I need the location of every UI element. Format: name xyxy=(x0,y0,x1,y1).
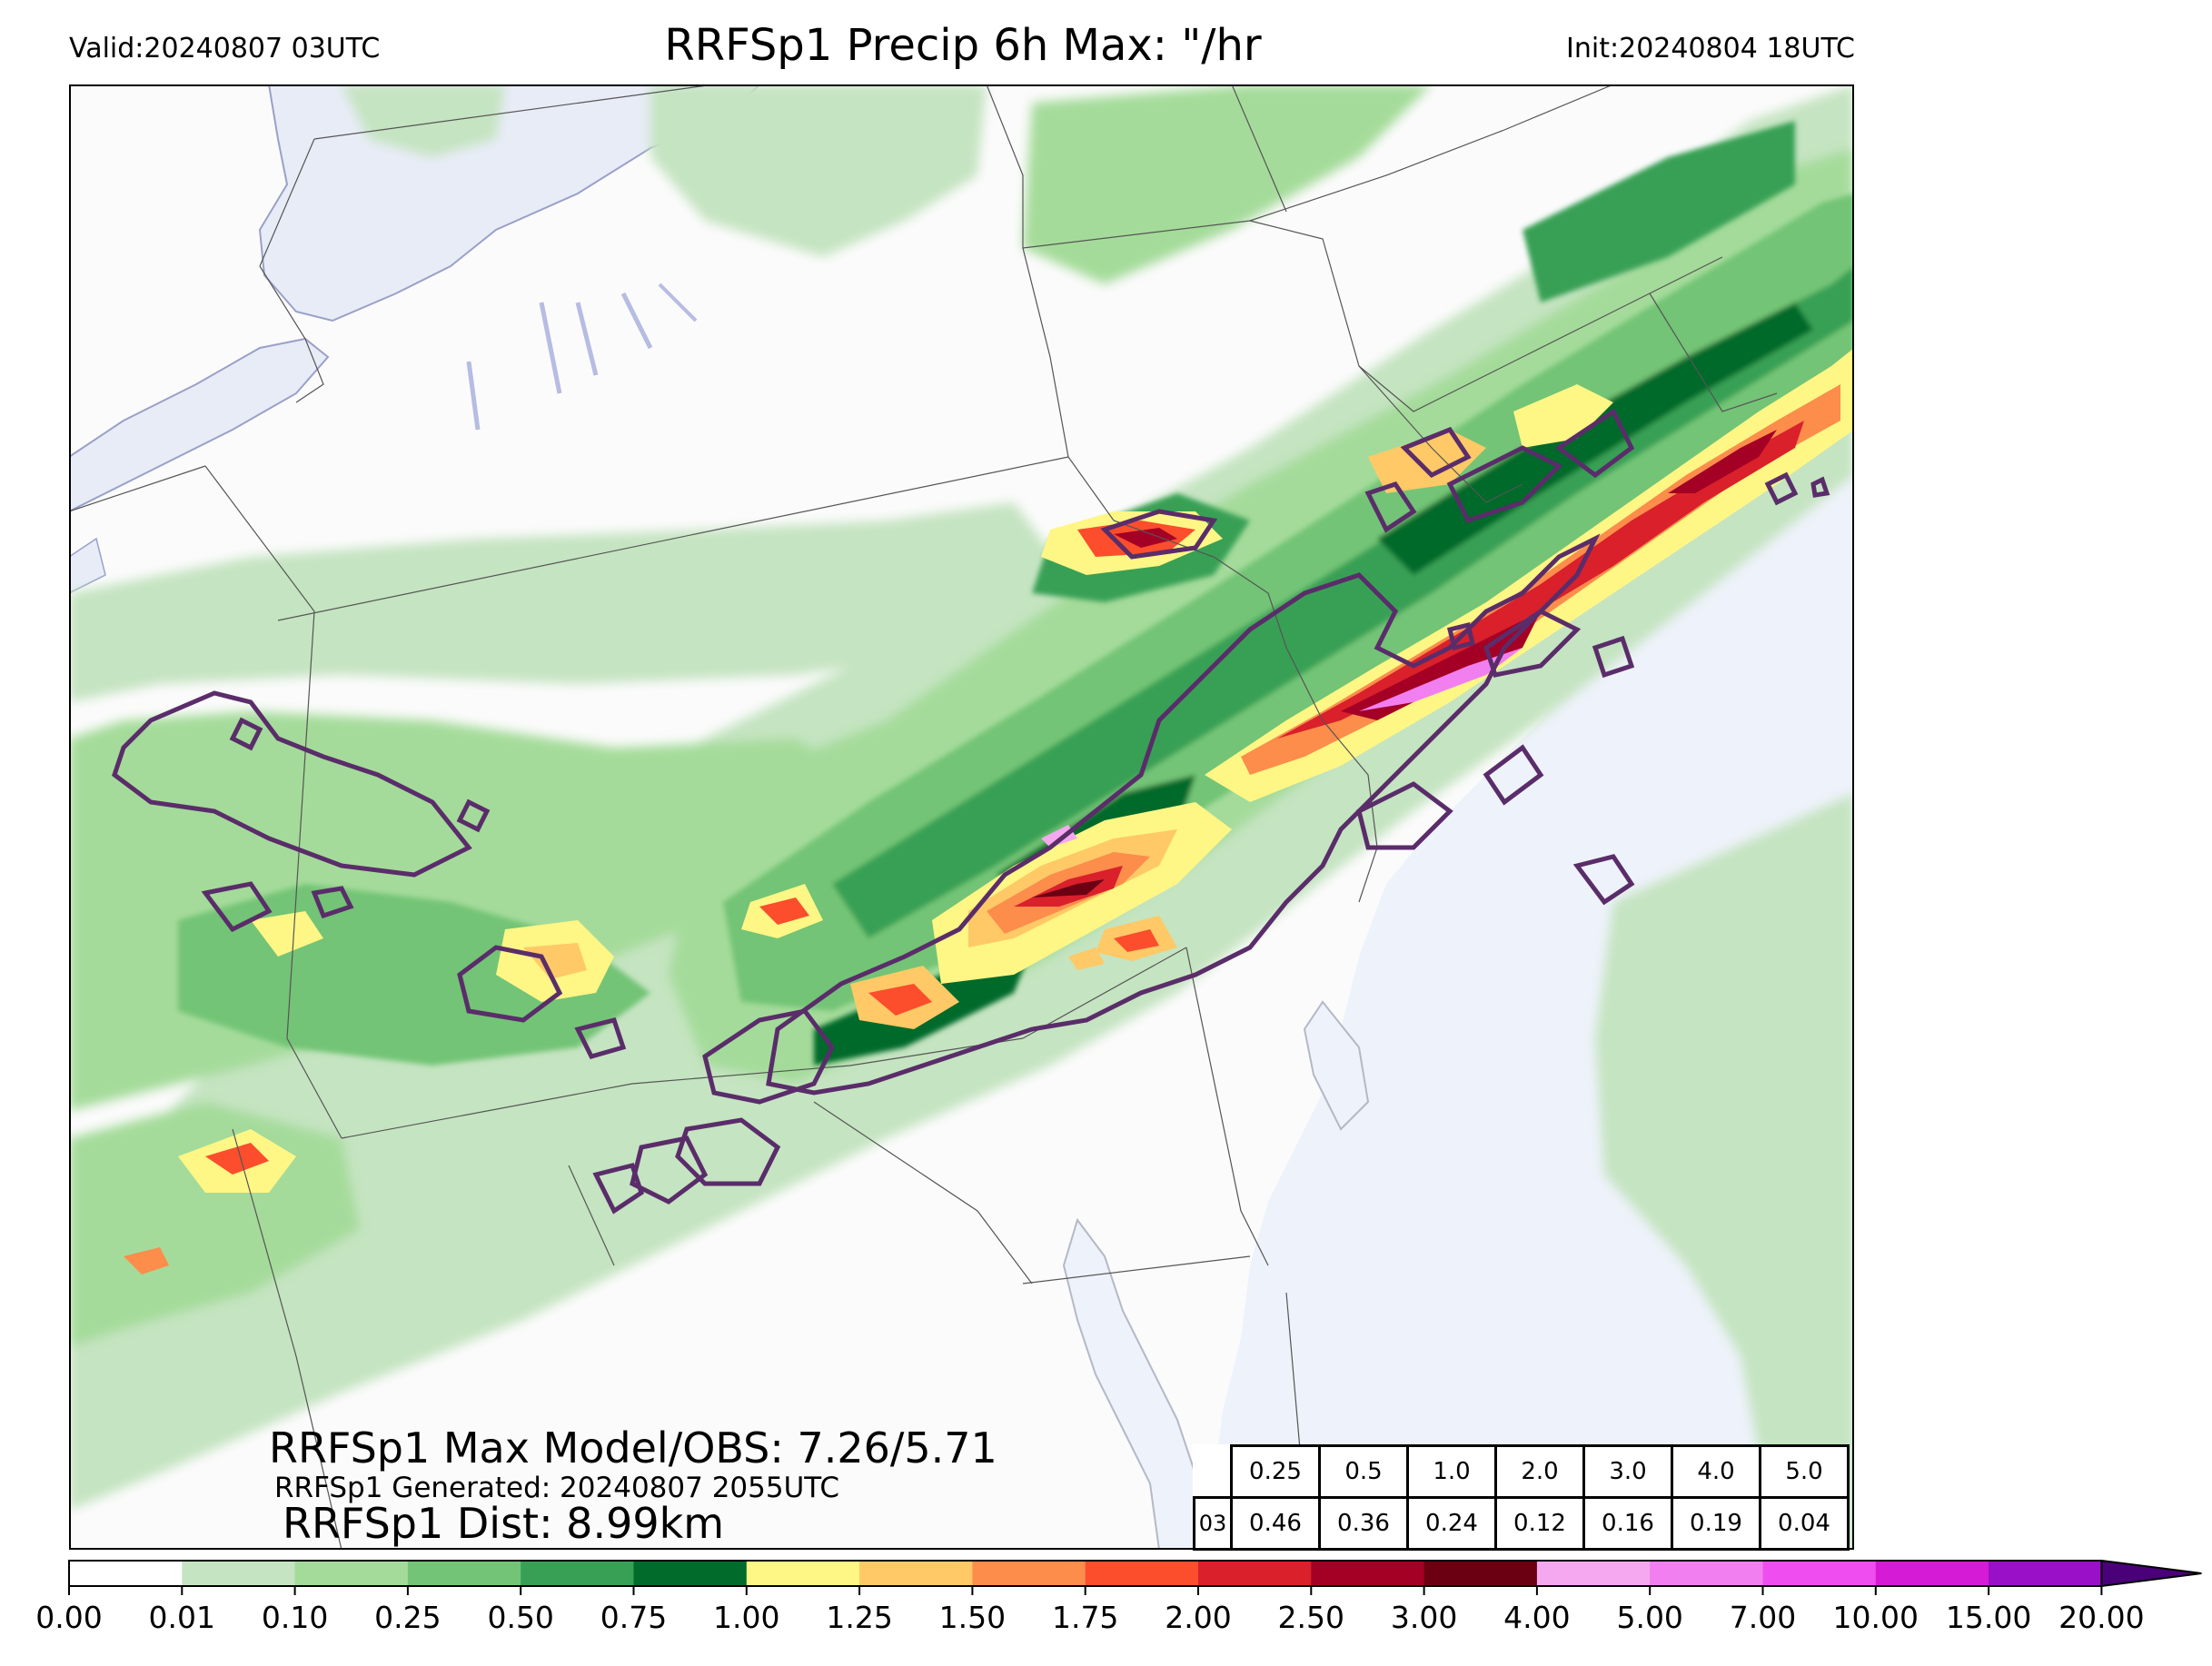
colorbar-swatch xyxy=(972,1561,1086,1586)
colorbar-tick-label: 1.00 xyxy=(713,1600,779,1635)
precip-colorbar: 0.00 0.01 0.10 0.25 0.50 0.75 1.00 1.25 1.50 1.75… xyxy=(35,1559,2202,1635)
colorbar-swatch xyxy=(1650,1561,1764,1586)
score-cell: 0.36 xyxy=(1318,1496,1409,1551)
precip-cores xyxy=(124,348,1854,1274)
score-cell: 0.19 xyxy=(1671,1496,1761,1551)
colorbar-tick-label: 2.50 xyxy=(1278,1600,1344,1635)
valid-time-label: Valid:20240807 03UTC xyxy=(69,33,381,64)
score-cell: 0.24 xyxy=(1406,1496,1497,1551)
colorbar-tick-label: 0.00 xyxy=(35,1600,102,1635)
colorbar-swatch xyxy=(1989,1561,2102,1586)
init-time-label: Init:20240804 18UTC xyxy=(1566,33,1855,64)
colorbar-swatch xyxy=(521,1561,635,1586)
threshold-cell: 4.0 xyxy=(1671,1444,1761,1499)
colorbar-swatch xyxy=(294,1561,409,1586)
colorbar-swatch xyxy=(859,1561,973,1586)
colorbar-tick-label: 20.00 xyxy=(2058,1600,2144,1635)
colorbar-swatch xyxy=(1085,1561,1199,1586)
lake-west xyxy=(69,537,106,594)
chart-title: RRFSp1 Precip 6h Max: "/hr xyxy=(664,20,1262,71)
obs-contours xyxy=(112,408,1830,1215)
colorbar-tick-label: 0.25 xyxy=(374,1600,441,1635)
lake-erie xyxy=(69,337,330,513)
colorbar-swatch xyxy=(182,1561,296,1586)
threshold-score-table: 0.25 0.5 1.0 2.0 3.0 4.0 5.0 03 0.46 0.3… xyxy=(1193,1444,1850,1551)
colorbar-tick-label: 0.10 xyxy=(262,1600,328,1635)
precip-map xyxy=(69,84,1854,1550)
score-row-label: 03 xyxy=(1193,1496,1233,1551)
colorbar-swatch xyxy=(633,1561,748,1586)
colorbar-tick-label: 10.00 xyxy=(1833,1600,1919,1635)
ocean xyxy=(1205,466,1854,1550)
threshold-cell: 3.0 xyxy=(1582,1444,1673,1499)
distance-label: RRFSp1 Dist: 8.99km xyxy=(283,1499,725,1548)
colorbar-swatch xyxy=(1311,1561,1425,1586)
colorbar-tick-label: 15.00 xyxy=(1946,1600,2031,1635)
colorbar-tick-label: 4.00 xyxy=(1503,1600,1570,1635)
threshold-row: 0.25 0.5 1.0 2.0 3.0 4.0 5.0 xyxy=(1195,1444,1850,1499)
colorbar-tick-label: 2.00 xyxy=(1165,1600,1231,1635)
max-model-obs-label: RRFSp1 Max Model/OBS: 7.26/5.71 xyxy=(269,1423,997,1473)
colorbar-swatch xyxy=(1875,1561,1989,1586)
threshold-cell: 0.5 xyxy=(1318,1444,1409,1499)
colorbar-tick-label: 1.25 xyxy=(826,1600,892,1635)
threshold-cell: 5.0 xyxy=(1759,1444,1850,1499)
colorbar-tick-label: 7.00 xyxy=(1730,1600,1796,1635)
score-cell: 0.04 xyxy=(1759,1496,1850,1551)
threshold-cell: 1.0 xyxy=(1406,1444,1497,1499)
colorbar-ticks: 0.00 0.01 0.10 0.25 0.50 0.75 1.00 1.25 1.50 1.75… xyxy=(35,1586,2145,1635)
colorbar-swatch xyxy=(1536,1561,1651,1586)
threshold-cell: 2.0 xyxy=(1494,1444,1585,1499)
delaware-bay xyxy=(1303,1000,1370,1131)
chesapeake-bay xyxy=(1062,1217,1206,1550)
colorbar-swatch xyxy=(407,1561,521,1586)
colorbar-swatches xyxy=(68,1559,2202,1588)
threshold-cell: 0.25 xyxy=(1230,1444,1321,1499)
colorbar-swatch xyxy=(1762,1561,1877,1586)
colorbar-tick-label: 1.75 xyxy=(1052,1600,1118,1635)
colorbar-tick-label: 0.01 xyxy=(149,1600,215,1635)
state-boundaries xyxy=(69,84,1778,1550)
colorbar-tick-label: 5.00 xyxy=(1616,1600,1682,1635)
colorbar-swatch xyxy=(746,1561,860,1586)
colorbar-tick-label: 1.50 xyxy=(939,1600,1006,1635)
score-cell: 0.46 xyxy=(1230,1496,1321,1551)
colorbar-tick-label: 3.00 xyxy=(1391,1600,1457,1635)
colorbar-swatch xyxy=(69,1561,183,1586)
score-row: 03 0.46 0.36 0.24 0.12 0.16 0.19 0.04 xyxy=(1193,1496,1850,1551)
colorbar-tick-label: 0.75 xyxy=(600,1600,667,1635)
colorbar-extend-arrow xyxy=(2100,1559,2202,1588)
colorbar-swatch xyxy=(1423,1561,1538,1586)
generated-time-label: RRFSp1 Generated: 20240807 2055UTC xyxy=(274,1472,840,1504)
score-cell: 0.12 xyxy=(1494,1496,1585,1551)
colorbar-tick-label: 0.50 xyxy=(487,1600,553,1635)
map-frame xyxy=(69,84,1854,1550)
colorbar-swatch xyxy=(1198,1561,1312,1586)
score-cell: 0.16 xyxy=(1582,1496,1673,1551)
